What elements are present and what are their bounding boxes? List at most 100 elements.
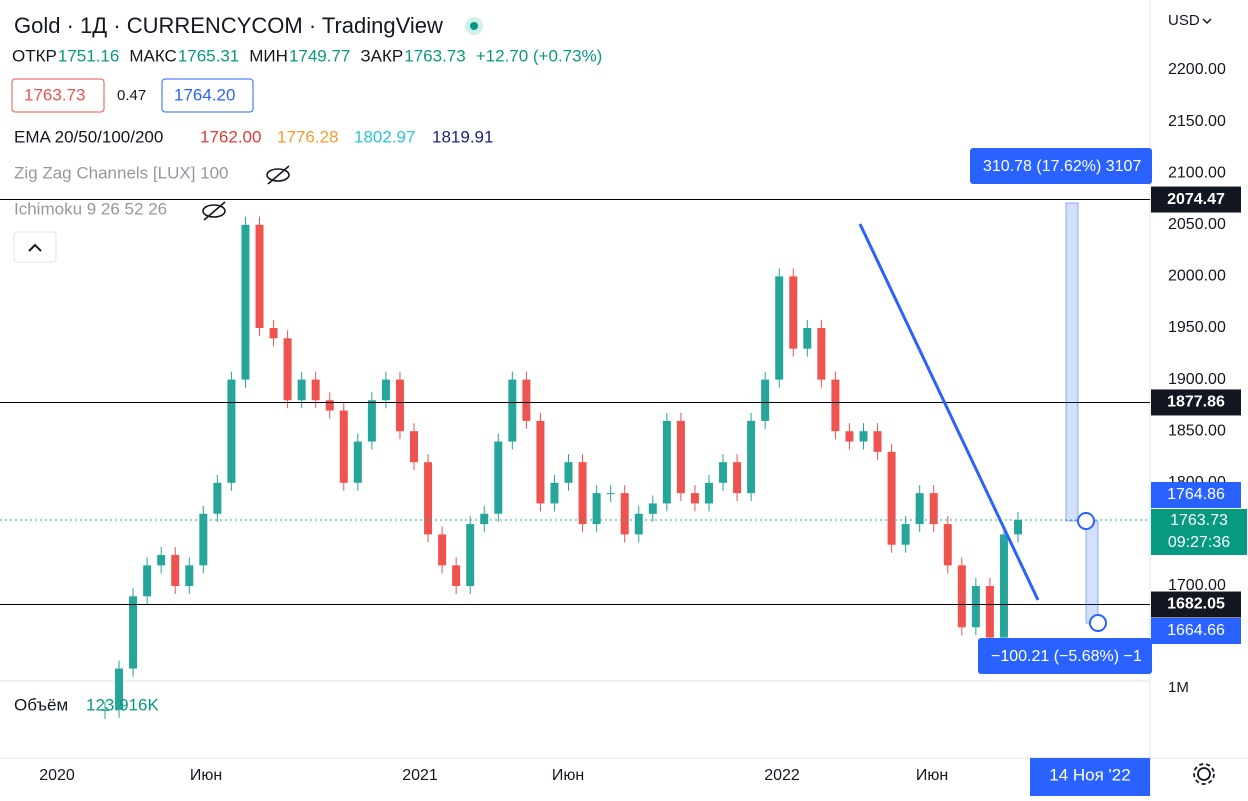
measure-down-text: −100.21 (−5.68%) −1 [991, 648, 1142, 665]
measure-down-label [978, 638, 1152, 674]
ema-value: 1802.97 [354, 127, 415, 146]
candle [887, 451, 896, 545]
collapse-button[interactable] [13, 231, 57, 263]
status-dot [470, 22, 478, 30]
candle [129, 596, 138, 669]
candle [550, 482, 559, 504]
candle [817, 328, 826, 380]
candle [662, 420, 671, 504]
handle[interactable] [1089, 614, 1107, 632]
candle [157, 555, 166, 566]
candle [283, 338, 292, 401]
volume-tick: 1M [1168, 679, 1189, 696]
candle [424, 462, 433, 535]
candle [508, 379, 517, 442]
candle [480, 513, 489, 525]
candle [227, 379, 236, 483]
candle [269, 328, 278, 339]
y-tick-label: 1950.00 [1168, 319, 1226, 336]
candle [143, 565, 152, 597]
ema-value: 1819.91 [432, 127, 493, 146]
candle [367, 400, 376, 442]
badge [1151, 482, 1241, 508]
candle [719, 462, 728, 483]
candle [522, 379, 531, 421]
y-tick-label: 2000.00 [1168, 268, 1226, 285]
ohlc-value: 1749.77 [289, 46, 350, 65]
x-tick-label: Июн [552, 767, 584, 784]
ask-box[interactable] [161, 78, 254, 113]
measure-down-box [1085, 520, 1099, 624]
candle [957, 565, 966, 628]
volume-label: Объём [14, 695, 68, 714]
candle [410, 431, 419, 463]
candle [325, 400, 334, 411]
symbol-title: Gold · 1Д · CURRENCYCOM · TradingView [14, 13, 443, 38]
y-tick-label: 1850.00 [1168, 422, 1226, 439]
candle [592, 493, 601, 525]
candle [1014, 519, 1022, 535]
candle [255, 224, 264, 328]
candle [648, 503, 657, 514]
ohlc-value: 1765.31 [178, 46, 239, 65]
y-tick-label: 2200.00 [1168, 61, 1226, 78]
price-label: 1664.66 [1167, 622, 1225, 639]
y-tick-label: 1900.00 [1168, 371, 1226, 388]
handle[interactable] [1077, 512, 1095, 530]
ema-value: 1776.28 [277, 127, 338, 146]
candle [452, 565, 461, 586]
candle [803, 328, 812, 349]
candle [943, 524, 952, 566]
candle [466, 524, 475, 586]
candle [775, 276, 784, 380]
settings-icon[interactable] [1193, 763, 1215, 785]
candle [789, 276, 798, 349]
candle [634, 513, 643, 535]
ohlc-label: ЗАКР [360, 46, 403, 65]
candle [115, 668, 124, 710]
candle [747, 420, 756, 494]
timer: 09:27:36 [1168, 534, 1230, 551]
y-tick-label: 2050.00 [1168, 216, 1226, 233]
x-tick-label: Июн [916, 767, 948, 784]
candle [704, 482, 713, 504]
measure-up-text: 310.78 (17.62%) 3107 [983, 158, 1141, 175]
candle [915, 493, 924, 525]
change: +12.70 (+0.73%) [476, 46, 603, 65]
ohlc-row: ОТКР 1751.16 МАКС 1765.31 МИН 1749.77 ЗАКР 1763… [12, 46, 602, 65]
ema-value: 1762.00 [200, 127, 261, 146]
bid-box[interactable] [11, 78, 105, 113]
candle [381, 379, 390, 401]
measure-up-label [970, 148, 1152, 184]
candle [185, 565, 194, 586]
level-badge [1151, 186, 1241, 213]
level-badge [1151, 591, 1241, 618]
candle [171, 555, 180, 586]
candle [564, 462, 573, 483]
candle [101, 709, 109, 711]
ohlc-label: ОТКР [12, 46, 57, 65]
ohlc-value: 1763.73 [404, 46, 465, 65]
candle [929, 493, 938, 525]
x-tick-label: 2021 [402, 767, 438, 784]
y-tick-label: 1700.00 [1168, 577, 1226, 594]
x-tick-label: Июн [190, 767, 222, 784]
level-label: 1877.86 [1167, 394, 1225, 411]
ask: 1764.20 [174, 85, 235, 104]
candle [859, 431, 868, 442]
candle [620, 493, 629, 535]
candle [845, 431, 854, 442]
candle [999, 534, 1008, 638]
trend-line [858, 223, 1040, 601]
candle [985, 586, 994, 638]
candle [676, 420, 685, 494]
ohlc-label: МИН [249, 46, 288, 65]
measure-up-box [1065, 202, 1079, 522]
candle [733, 462, 742, 494]
indicator: Zig Zag Channels [LUX] 100 [14, 163, 229, 182]
candle [901, 524, 910, 545]
indicator: Ichimoku 9 26 52 26 [14, 199, 167, 218]
currency[interactable]: USD [1168, 12, 1200, 29]
